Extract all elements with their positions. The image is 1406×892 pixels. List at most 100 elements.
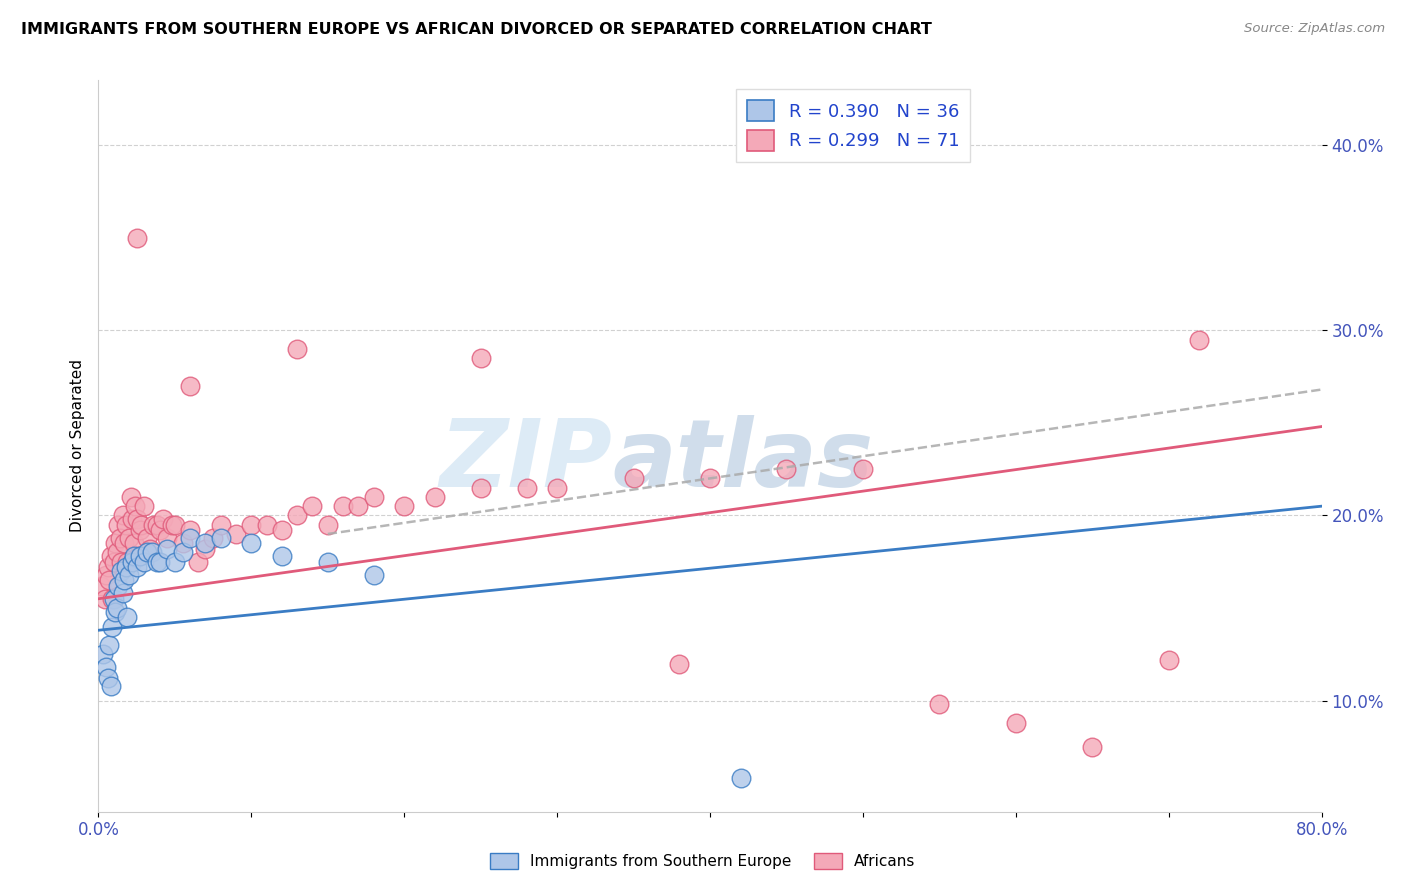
Point [98,638,121,652]
Point [209,531,232,545]
Point [156,541,179,556]
Point [111,586,134,600]
Point [470,481,492,495]
Y-axis label: Divorced or Separated: Divorced or Separated [69,359,84,533]
Point [240,536,263,550]
Point [101,619,124,633]
Point [194,536,217,550]
Point [100,679,122,693]
Point [363,567,385,582]
Point [117,555,139,569]
Point [668,657,690,671]
Point [111,508,134,523]
Point [94,660,117,674]
Point [105,545,128,559]
Point [127,549,149,564]
Point [1157,653,1180,667]
Text: IMMIGRANTS FROM SOUTHERN EUROPE VS AFRICAN DIVORCED OR SEPARATED CORRELATION CHA: IMMIGRANTS FROM SOUTHERN EUROPE VS AFRIC… [21,22,932,37]
Point [285,508,308,523]
Point [112,574,135,588]
Point [104,605,127,619]
Point [225,527,247,541]
Point [141,545,163,559]
Point [128,523,150,537]
Point [120,490,142,504]
Point [256,517,278,532]
Point [93,591,115,606]
Point [121,512,143,526]
Point [118,567,141,582]
Point [124,499,146,513]
Point [194,541,217,556]
Point [128,549,150,564]
Point [699,471,721,485]
Point [163,517,186,532]
Point [152,512,174,526]
Point [97,672,120,686]
Text: atlas: atlas [612,415,873,507]
Point [134,555,156,569]
Point [209,517,232,532]
Point [118,531,141,545]
Point [187,555,209,569]
Point [115,517,138,532]
Point [392,499,416,513]
Point [202,531,225,545]
Point [546,481,568,495]
Point [101,591,124,606]
Point [112,536,135,550]
Point [172,545,194,559]
Point [270,549,292,564]
Point [172,536,194,550]
Point [316,517,339,532]
Point [104,536,127,550]
Point [1081,739,1104,754]
Point [316,555,339,569]
Point [149,555,172,569]
Point [301,499,323,513]
Point [270,523,292,537]
Point [136,531,159,545]
Point [423,490,446,504]
Point [125,512,148,526]
Point [125,560,148,574]
Point [470,351,492,365]
Point [98,574,121,588]
Point [1004,715,1026,730]
Point [107,579,129,593]
Point [117,610,139,624]
Point [285,342,308,356]
Point [163,555,186,569]
Point [730,772,752,786]
Point [97,560,120,574]
Point [108,531,131,545]
Point [134,499,156,513]
Point [1188,333,1211,347]
Point [139,541,162,556]
Point [105,601,128,615]
Point [103,591,125,606]
Point [332,499,354,513]
Point [149,523,172,537]
Point [623,471,645,485]
Point [107,517,129,532]
Point [110,564,132,578]
Point [145,555,167,569]
Point [240,517,263,532]
Text: Source: ZipAtlas.com: Source: ZipAtlas.com [1244,22,1385,36]
Point [122,536,145,550]
Text: ZIP: ZIP [439,415,612,507]
Point [516,481,538,495]
Point [156,531,179,545]
Point [179,379,201,393]
Point [160,517,183,532]
Point [129,517,152,532]
Point [347,499,370,513]
Point [125,230,148,244]
Point [145,517,167,532]
Point [100,549,122,564]
Point [852,462,875,476]
Legend: R = 0.390   N = 36, R = 0.299   N = 71: R = 0.390 N = 36, R = 0.299 N = 71 [737,89,970,161]
Point [928,698,950,712]
Point [136,545,159,559]
